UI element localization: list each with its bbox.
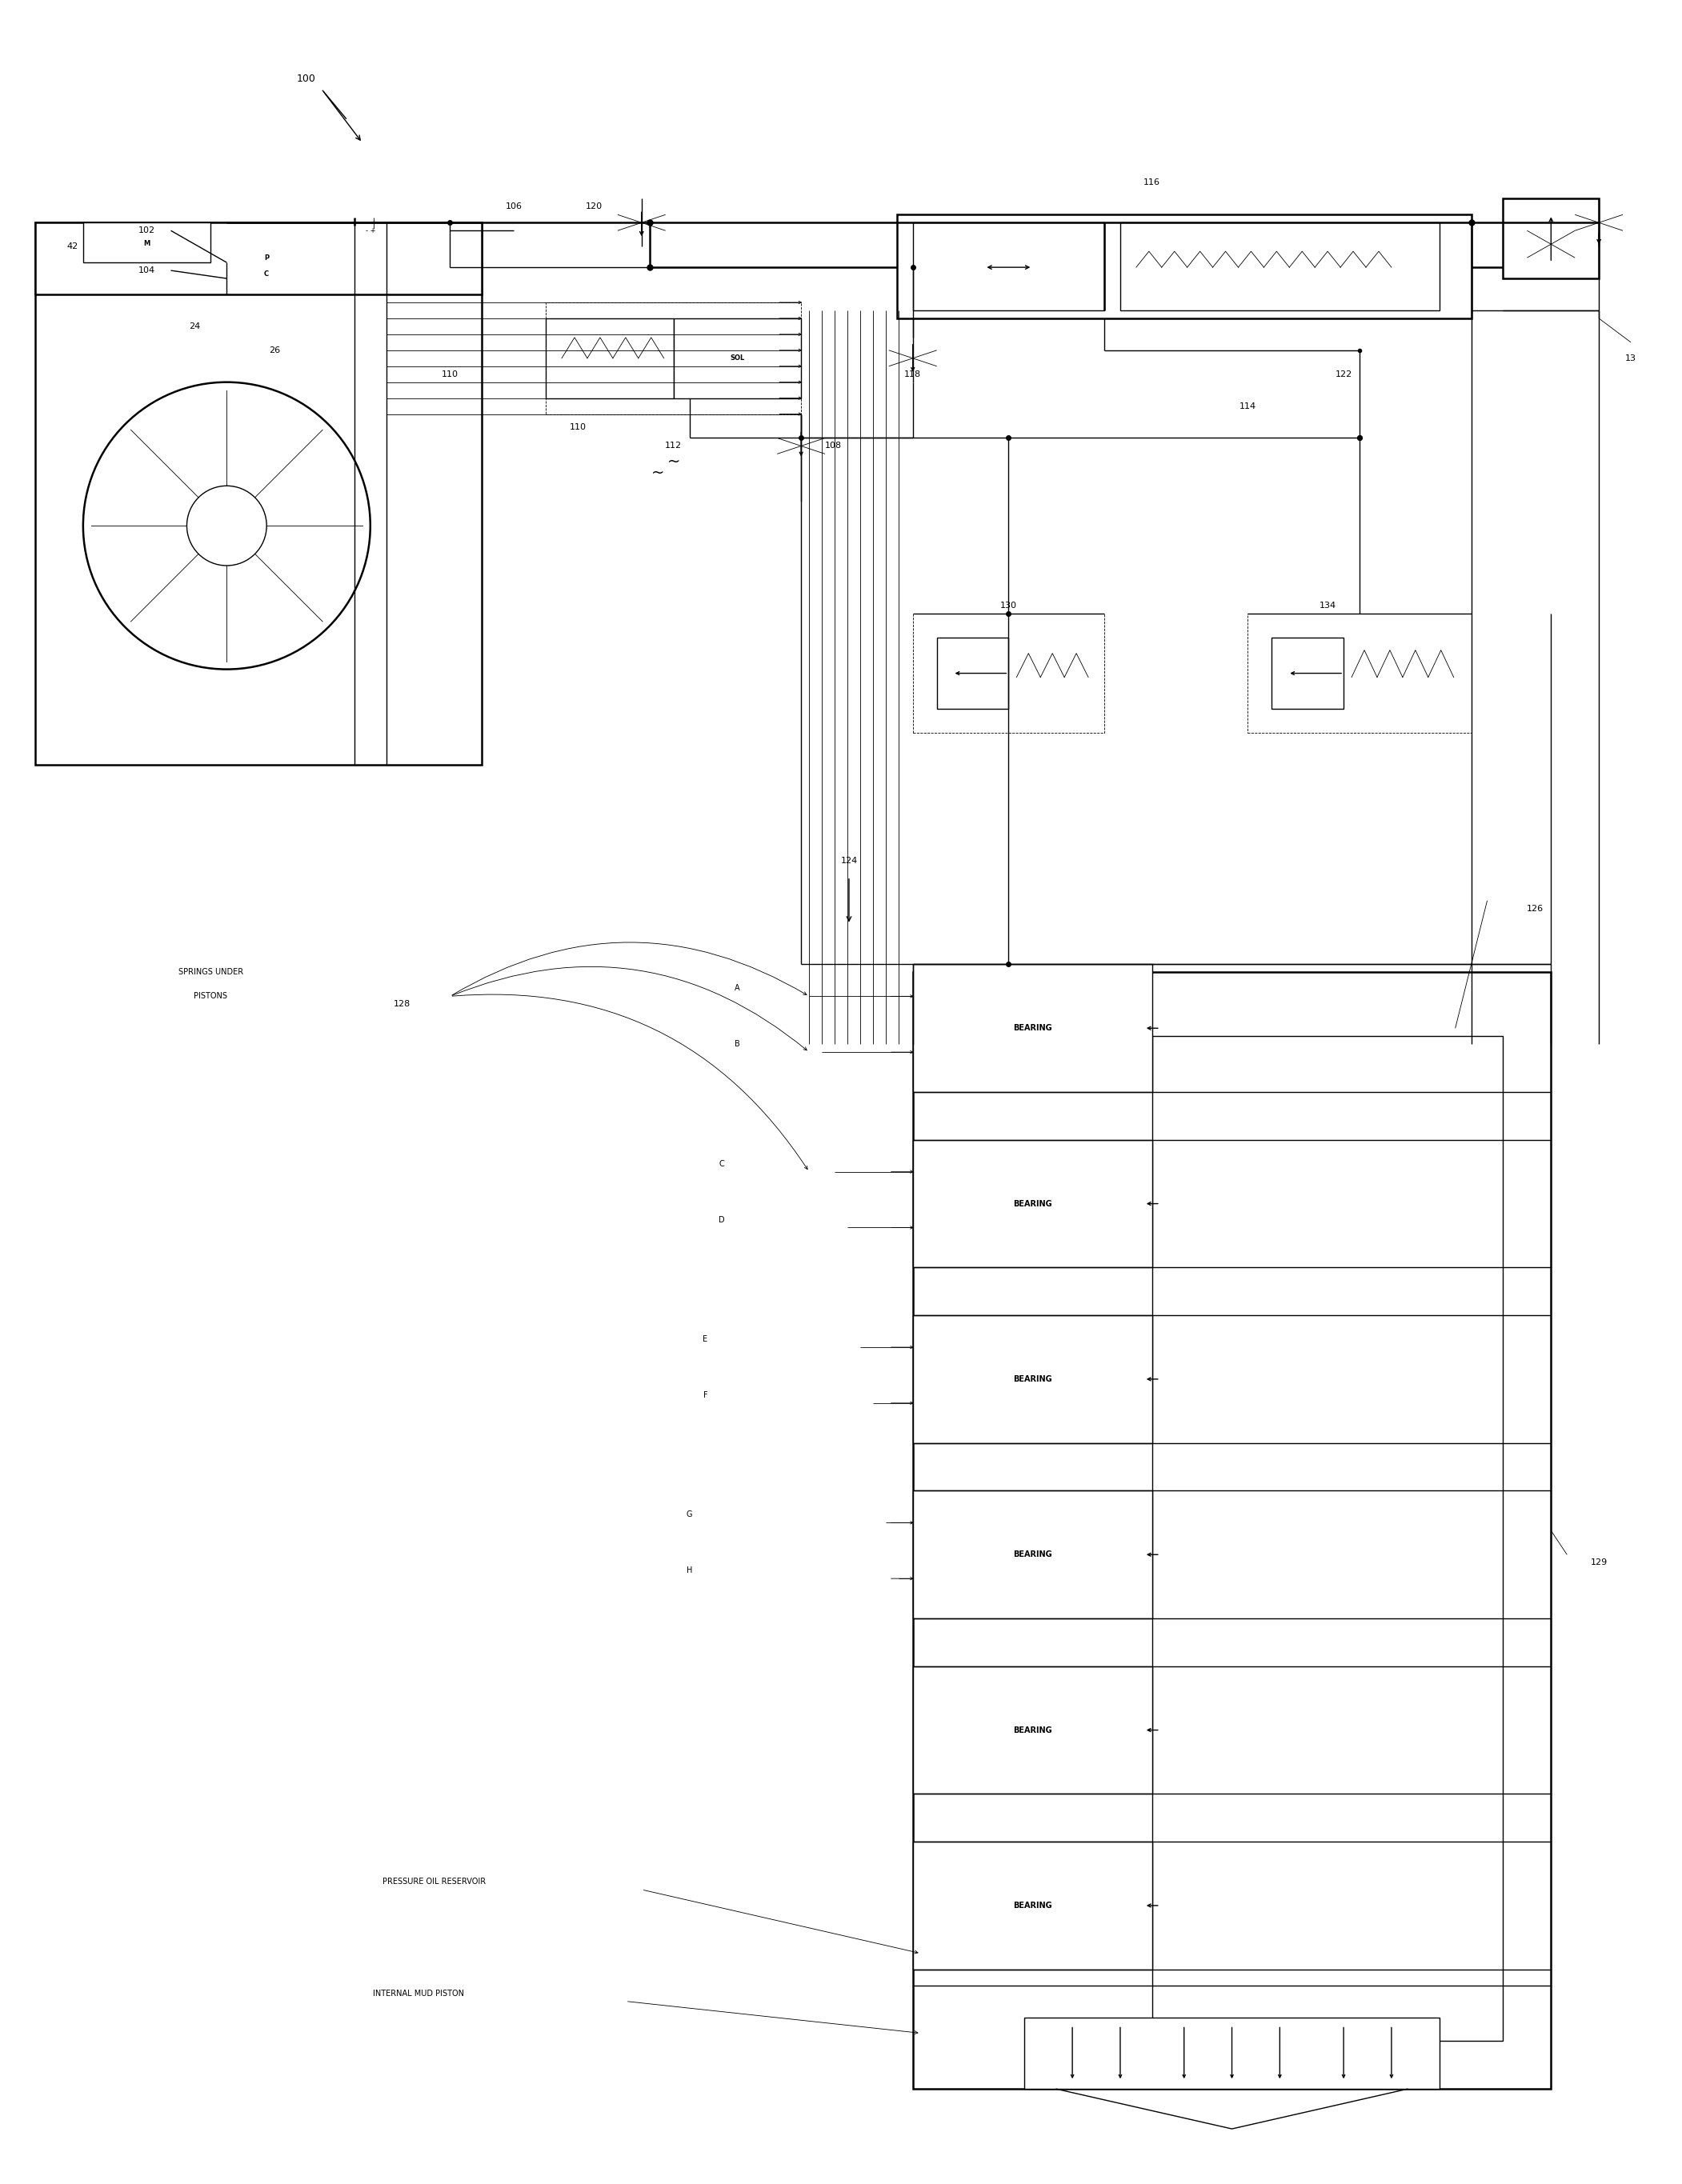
Bar [306, 232, 451, 295]
Bar [227, 232, 451, 295]
Bar [913, 972, 1551, 2088]
Text: - +: - + [365, 227, 375, 234]
Text: 112: 112 [664, 441, 681, 450]
Bar [913, 1492, 1152, 1618]
Text: INTERNAL MUD PISTON: INTERNAL MUD PISTON [373, 1990, 464, 1998]
Bar [1024, 2018, 1440, 2088]
Text: C: C [264, 271, 269, 277]
Bar [913, 1140, 1152, 1267]
Text: SPRINGS UNDER: SPRINGS UNDER [178, 968, 244, 976]
Text: C: C [718, 1160, 723, 1168]
Bar [1152, 1035, 1504, 2042]
Text: BEARING: BEARING [1013, 1376, 1051, 1382]
Text: A: A [735, 985, 740, 992]
Text: 129: 129 [1591, 1559, 1608, 1566]
Text: 130: 130 [1001, 601, 1018, 609]
Text: E: E [703, 1334, 708, 1343]
Text: PRESSURE OIL RESERVOIR: PRESSURE OIL RESERVOIR [382, 1878, 486, 1885]
Text: 24: 24 [188, 323, 200, 330]
Bar [35, 223, 483, 764]
Bar [35, 223, 483, 295]
Text: 100: 100 [298, 74, 316, 85]
Text: 116: 116 [1144, 179, 1161, 188]
Text: ~: ~ [668, 454, 680, 470]
Text: 128: 128 [394, 1000, 410, 1009]
Bar [547, 319, 673, 397]
Text: G: G [686, 1511, 693, 1518]
Bar [913, 223, 1105, 310]
Text: SOL: SOL [730, 354, 745, 363]
Bar [897, 214, 1472, 319]
Bar [913, 1666, 1152, 1793]
Text: 126: 126 [1527, 904, 1544, 913]
Text: 122: 122 [1336, 369, 1352, 378]
Text: M: M [143, 240, 150, 247]
Text: 102: 102 [138, 227, 155, 234]
Text: ~: ~ [651, 465, 664, 480]
Bar [1120, 223, 1440, 310]
Bar [82, 223, 210, 262]
Text: BEARING: BEARING [1013, 1199, 1051, 1208]
Text: 26: 26 [269, 347, 281, 354]
Bar [913, 965, 1152, 1092]
Bar [1504, 199, 1600, 280]
Bar [673, 319, 801, 397]
Text: 110: 110 [569, 424, 585, 430]
Text: P: P [264, 253, 269, 262]
Text: 42: 42 [67, 242, 79, 251]
Bar [913, 614, 1105, 734]
Text: 124: 124 [841, 856, 858, 865]
Text: BEARING: BEARING [1013, 1902, 1051, 1909]
Bar [1248, 614, 1472, 734]
Bar [937, 638, 1009, 710]
Bar [913, 1841, 1152, 1970]
Bar [547, 301, 801, 415]
Text: 114: 114 [1240, 402, 1256, 411]
Text: 108: 108 [824, 441, 841, 450]
Text: 106: 106 [506, 203, 523, 210]
Text: 13: 13 [1625, 354, 1637, 363]
Text: BEARING: BEARING [1013, 1024, 1051, 1033]
Text: 104: 104 [138, 266, 155, 275]
Text: 134: 134 [1319, 601, 1336, 609]
Bar [1272, 638, 1344, 710]
Text: BEARING: BEARING [1013, 1551, 1051, 1559]
Text: BEARING: BEARING [1013, 1725, 1051, 1734]
Text: D: D [718, 1216, 725, 1223]
Text: 110: 110 [442, 369, 459, 378]
Text: 120: 120 [585, 203, 602, 210]
Text: 118: 118 [905, 369, 922, 378]
Text: F: F [703, 1391, 708, 1400]
Text: B: B [735, 1040, 740, 1048]
Text: PISTONS: PISTONS [193, 992, 227, 1000]
Text: H: H [686, 1566, 693, 1575]
Bar [913, 1315, 1152, 1444]
Bar [227, 232, 306, 295]
